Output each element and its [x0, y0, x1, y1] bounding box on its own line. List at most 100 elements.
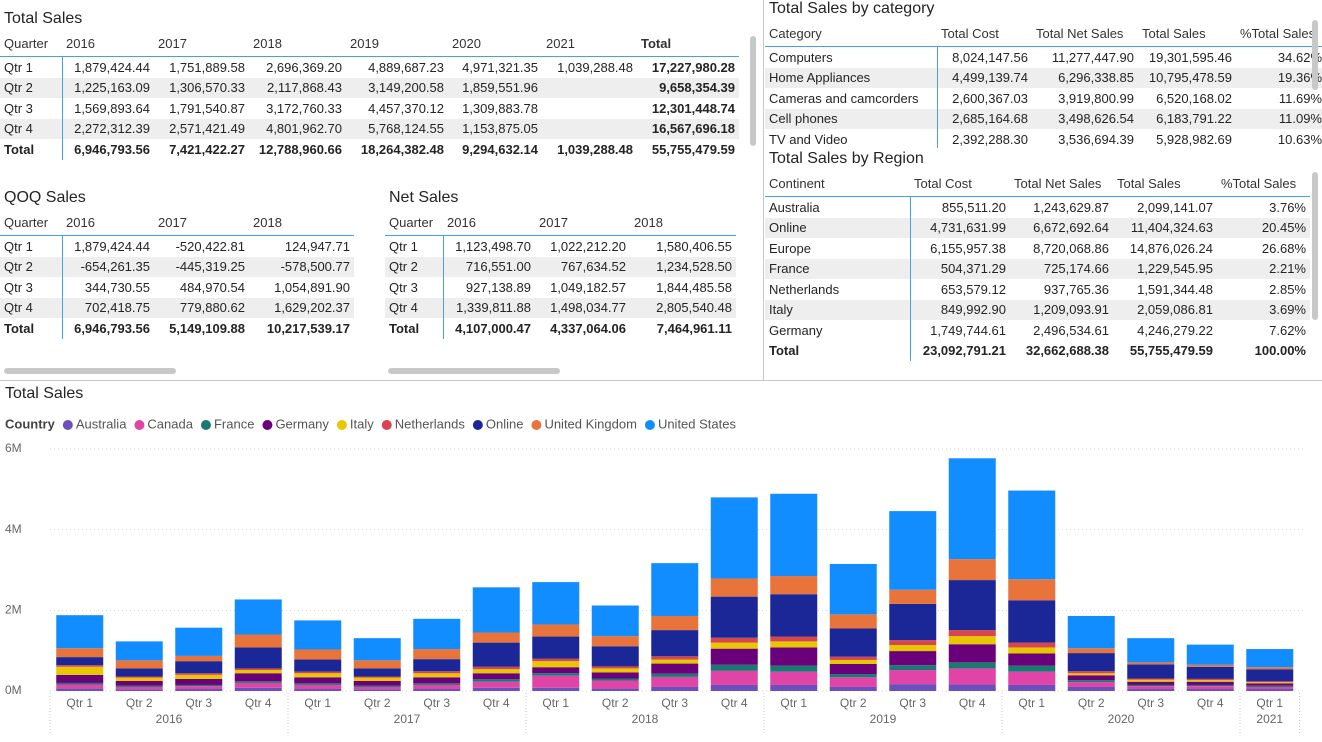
bar-segment [1127, 686, 1175, 689]
x-tick-label: Qtr 4 [245, 696, 272, 710]
cell: 4,801,962.70 [249, 118, 346, 139]
bar-segment [770, 493, 818, 577]
total-cell: 10,217,539.17 [266, 320, 350, 336]
bar-segment [1186, 681, 1234, 685]
total-cell: 23,092,791.21 [922, 343, 1006, 359]
x-tick-label: Qtr 2 [840, 696, 867, 710]
row: Qtr 3 927,138.89 1,049,182.57 1,844,485.58 [385, 277, 736, 298]
cell: 6,296,338.85 [1032, 67, 1138, 88]
bar-segment [294, 659, 342, 672]
cell: 1,049,182.57 [550, 279, 626, 295]
header-row: Quarter 2016 2017 2018 2019 2020 2021 Total [0, 30, 739, 57]
bar-segment [889, 665, 937, 671]
bar-segment [1067, 648, 1115, 654]
bar-segment [651, 673, 699, 677]
x-tick-label: Qtr 4 [483, 696, 510, 710]
row: Italy 849,992.90 1,209,093.91 2,059,086.81 3… [765, 299, 1310, 320]
table: Category Total Cost Total Net Sales Total S… [765, 20, 1322, 148]
cell: 8,024,147.56 [952, 49, 1028, 65]
total-cell: 6,946,793.56 [74, 141, 150, 157]
bar-segment [353, 686, 401, 690]
legend-swatch [531, 420, 542, 430]
bar-segment [234, 668, 282, 671]
x-tick-label: Qtr 3 [661, 696, 688, 710]
column-header: 2016 [443, 209, 535, 236]
bar-segment [472, 679, 520, 682]
bar-segment [234, 687, 282, 691]
column-header: Continent [765, 170, 910, 197]
cell: 17,227,980.28 [651, 59, 735, 75]
cell: 3,919,800.99 [1058, 90, 1134, 106]
x-tick-label: Qtr 3 [423, 696, 450, 710]
cell: 1,022,212.20 [550, 238, 626, 254]
scrollbar[interactable] [388, 368, 560, 374]
bar-segment [591, 672, 639, 679]
bar-segment [472, 669, 520, 674]
scrollbar[interactable] [1312, 172, 1318, 320]
cell: 1,629,202.37 [249, 297, 354, 318]
cell: 767,634.52 [535, 256, 630, 277]
cell: 1,225,163.09 [62, 77, 154, 98]
total-cell: 5,149,109.88 [169, 320, 245, 336]
cell: 3,149,200.58 [346, 77, 448, 98]
table-header: Continent Total Cost Total Net Sales Total … [765, 170, 1310, 197]
bar-segment [56, 688, 104, 691]
row: Netherlands 653,579.12 937,765.36 1,591,344… [765, 279, 1310, 300]
bar-segment [948, 662, 996, 669]
column-header: Total Cost [937, 20, 1032, 47]
cell: 1,339,811.88 [443, 297, 535, 318]
bar-segment [175, 678, 223, 685]
bar-segment [889, 640, 937, 646]
bar-segment [413, 688, 461, 691]
bar-segment [1067, 615, 1115, 649]
cell: 344,730.55 [84, 279, 150, 295]
scrollbar[interactable] [4, 368, 176, 374]
bar-segment [532, 661, 580, 668]
bar-segment [56, 682, 104, 685]
x-group-label: 2017 [394, 712, 421, 726]
cell: 1,879,424.44 [74, 59, 150, 75]
x-tick-label: Qtr 4 [1197, 696, 1224, 710]
column-header: Total Cost [910, 170, 1010, 197]
row: Australia 855,511.20 1,243,629.87 2,099,141… [765, 196, 1310, 218]
bar-segment [413, 659, 461, 672]
bar-segment [115, 660, 163, 669]
cell: Europe [765, 238, 911, 259]
total-sales-matrix: Total Sales Quarter 2016 2017 2018 2019 2020 20… [0, 8, 748, 160]
table-header: Quarter 2016 2017 2018 2019 2020 2021 Total [0, 30, 739, 57]
bar-segment [413, 649, 461, 660]
stacked-bar-chart: Total Sales Country Australia Canada France… [5, 385, 1305, 734]
cell: 3.76% [1269, 199, 1306, 215]
bar-segment [1186, 666, 1234, 679]
row: Online 4,731,631.99 6,672,692.64 11,404,324… [765, 217, 1310, 238]
row: Europe 6,155,957.38 8,720,068.86 14,876,026… [765, 238, 1310, 259]
bar-segment [413, 618, 461, 650]
scrollbar[interactable] [1312, 20, 1318, 90]
cell: 11,277,447.90 [1051, 49, 1134, 65]
row: Germany 1,749,744.61 2,496,534.61 4,246,279… [765, 320, 1310, 341]
column-header: 2017 [535, 209, 630, 236]
bar-segment [56, 674, 104, 683]
bar-segment [294, 677, 342, 684]
cell: 1,751,889.58 [169, 59, 245, 75]
bar-segment [770, 684, 818, 691]
bar-segment [175, 686, 223, 689]
scrollbar[interactable] [750, 36, 756, 146]
total-cell: 1,039,288.48 [557, 141, 633, 157]
bar-segment [710, 642, 758, 649]
cell: 2,496,534.61 [1033, 322, 1109, 338]
bar-segment [829, 686, 877, 691]
total-cell: 4,107,000.47 [455, 320, 531, 336]
x-group-label: 2019 [870, 712, 897, 726]
cell: 3.69% [1217, 299, 1310, 320]
column-header: Total Net Sales [1032, 20, 1138, 47]
y-tick-label: 0M [5, 683, 22, 697]
cell: 2,805,540.48 [630, 297, 736, 318]
cell: -578,500.77 [249, 256, 354, 277]
table-title: QOQ Sales [4, 189, 86, 206]
bar-segment [591, 668, 639, 673]
bar-segment [1008, 579, 1056, 601]
cell: 4,889,687.23 [368, 59, 444, 75]
bar-segment [770, 594, 818, 637]
cell: 7.62% [1269, 322, 1306, 338]
